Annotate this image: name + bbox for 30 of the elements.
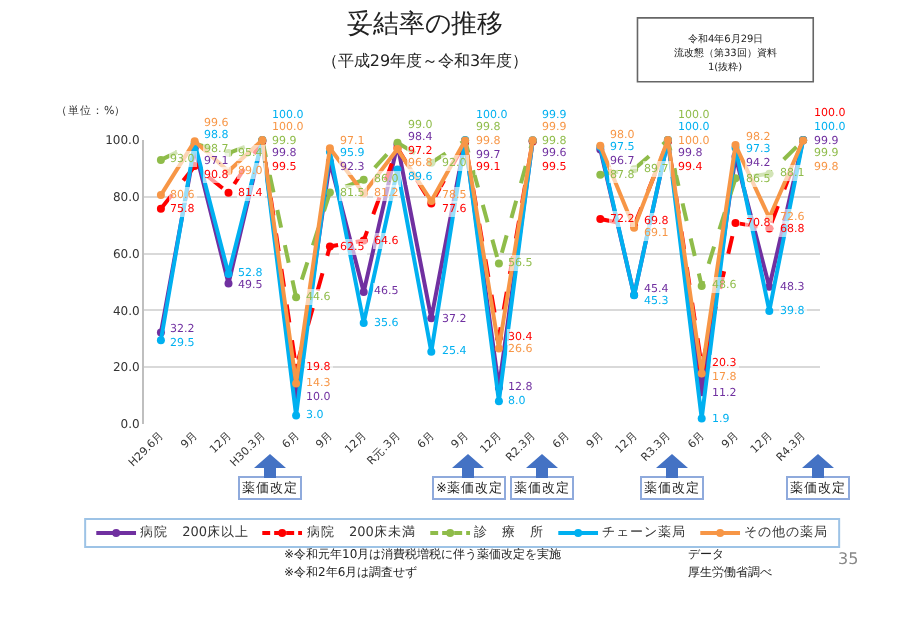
point (494, 397, 503, 406)
point (494, 344, 503, 353)
point (393, 165, 402, 174)
chart-title: 妥結率の推移 (347, 8, 504, 40)
point (494, 259, 503, 268)
text: 35 (838, 550, 859, 568)
point (359, 318, 368, 327)
point (156, 191, 165, 200)
point (697, 414, 706, 423)
point (427, 347, 436, 356)
point (325, 188, 334, 197)
point (359, 287, 368, 296)
point (224, 279, 233, 288)
point (427, 314, 436, 323)
point (596, 170, 605, 179)
point (292, 411, 301, 420)
point (731, 218, 740, 227)
point (156, 204, 165, 213)
point (224, 270, 233, 279)
point (156, 155, 165, 164)
point (765, 306, 774, 315)
chart-subtitle: （平成29年度～令和3年度） (321, 51, 529, 70)
point (325, 242, 334, 251)
point (224, 188, 233, 197)
point (359, 175, 368, 184)
point (292, 379, 301, 388)
point (292, 293, 301, 302)
point (156, 336, 165, 345)
point (697, 369, 706, 378)
point (596, 214, 605, 223)
